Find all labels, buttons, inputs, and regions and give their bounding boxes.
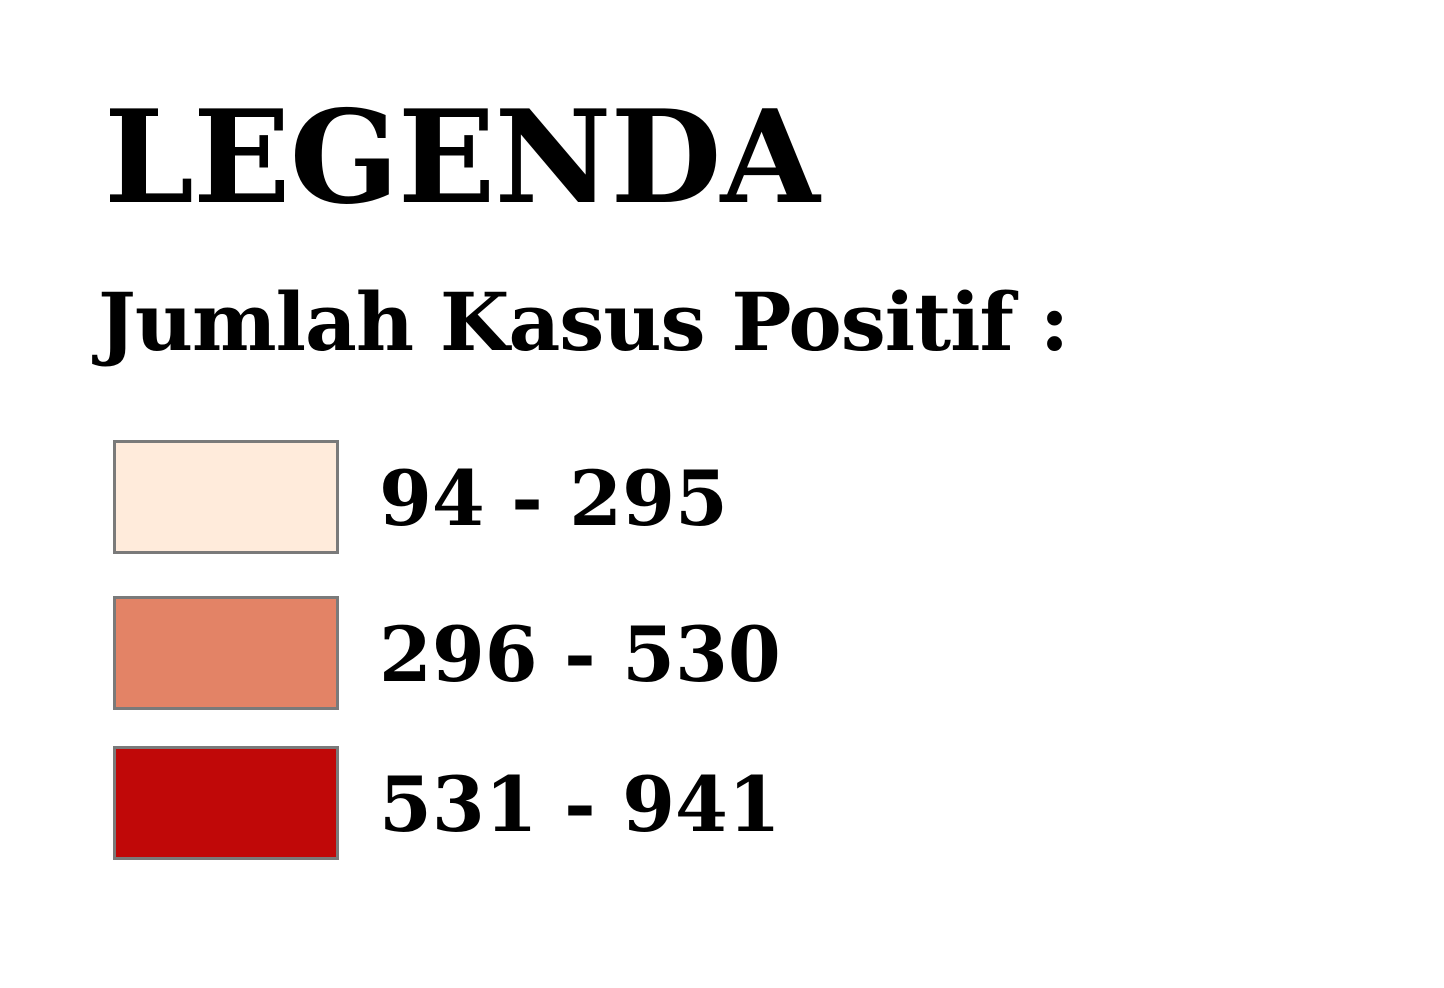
legend-item: 94 - 295 <box>113 440 1313 560</box>
legend-subtitle: Jumlah Kasus Positif : <box>98 275 1069 369</box>
legend-range-label: 531 - 941 <box>379 760 781 849</box>
legend-range-label: 94 - 295 <box>379 454 728 543</box>
legend-item: 296 - 530 <box>113 596 1313 716</box>
legend-item: 531 - 941 <box>113 746 1313 866</box>
legend-swatch <box>113 440 339 554</box>
legend-title: LEGENDA <box>104 83 820 233</box>
legend-range-label: 296 - 530 <box>379 610 781 699</box>
legend-swatch <box>113 596 339 710</box>
legend-swatch <box>113 746 339 860</box>
